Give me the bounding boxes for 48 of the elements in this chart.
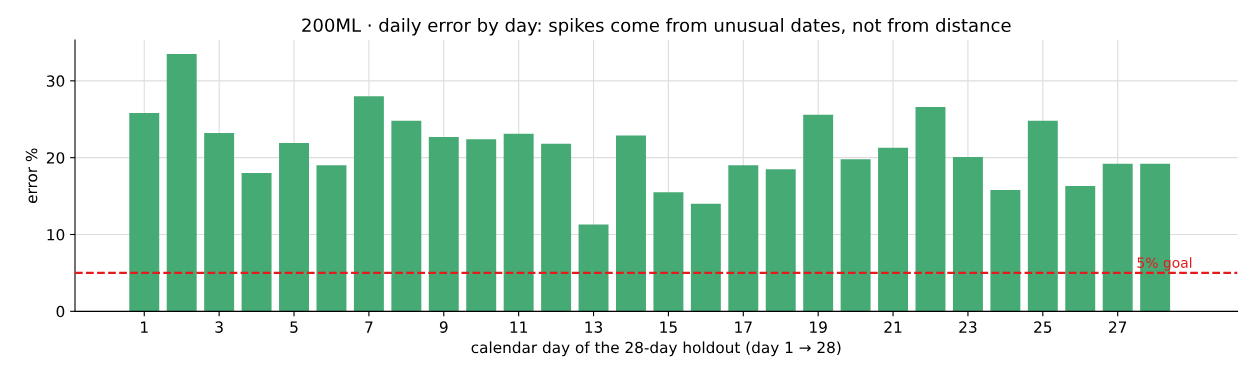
y-tick-label: 10 [47,228,65,241]
bar [1065,186,1096,312]
bar [316,165,347,312]
bar [728,165,759,312]
y-tick-label: 30 [47,75,65,87]
x-tick-label: 23 [959,321,977,333]
bar [952,156,983,312]
bar [990,189,1021,312]
x-tick-label: 5 [290,321,298,333]
bar [653,192,684,312]
x-tick-label: 15 [660,321,677,333]
bar [690,203,721,312]
x-tick-label: 3 [215,321,223,333]
bar [428,136,459,312]
bar [616,135,646,312]
bar [353,96,384,312]
bar [466,139,497,312]
x-tick-label: 17 [735,321,752,333]
x-tick-label: 27 [1109,321,1127,333]
x-axis-title: calendar day of the 28-day holdout (day 1 → 28) [471,341,841,357]
x-tick-label: 7 [365,321,373,333]
x-tick-label: 11 [510,321,527,333]
x-tick-label: 21 [884,321,902,333]
y-tick-label: 20 [46,152,65,164]
bar [503,133,534,312]
bar [166,53,197,312]
bar [391,120,422,312]
bar [803,114,834,312]
bar [129,113,160,312]
x-tick-label: 1 [141,321,148,333]
bar [279,143,309,312]
x-tick-label: 9 [439,321,448,333]
bar [840,159,871,312]
x-tick-label: 13 [585,321,603,333]
bar [1027,120,1058,312]
bar [915,106,946,312]
bar [541,143,572,312]
x-tick-label: 25 [1034,321,1052,333]
bar [241,173,272,312]
bar [878,147,909,312]
bar [1102,163,1133,312]
y-tick-label: 0 [56,305,65,318]
chart-title: 200ML · daily error by day: spikes come from unusual dates, not from distance [302,18,1011,36]
bar [204,133,235,312]
bar [578,224,609,312]
y-axis-title: error % [25,148,38,204]
x-tick-label: 19 [810,321,827,333]
bar [765,169,796,312]
